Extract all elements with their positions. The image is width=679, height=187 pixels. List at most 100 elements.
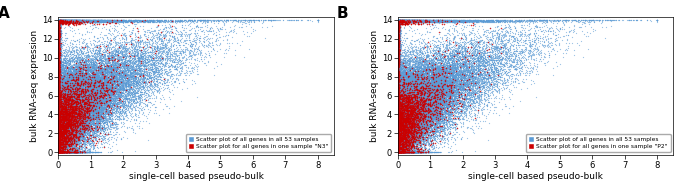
Point [79, 87, 90, 90]
Point [85, 19, 96, 22]
Point [64, 137, 75, 140]
Point [485, 65, 496, 68]
Point [424, 88, 435, 91]
Point [60, 122, 71, 125]
Point [54, 101, 65, 104]
Point [469, 53, 479, 56]
Point [393, 108, 404, 111]
Point [547, 42, 557, 45]
Point [414, 61, 425, 64]
Point [53, 140, 64, 143]
Point [392, 96, 403, 99]
Point [428, 81, 439, 84]
Point [428, 20, 439, 23]
Point [56, 82, 67, 85]
Point [70, 87, 81, 90]
Point [411, 88, 422, 91]
Point [92, 74, 103, 77]
Point [421, 104, 432, 107]
Point [141, 19, 152, 22]
Point [53, 43, 64, 46]
Point [443, 61, 454, 64]
Point [426, 108, 437, 111]
Point [469, 20, 479, 23]
Point [56, 151, 67, 154]
Point [429, 21, 440, 24]
Point [406, 108, 417, 111]
Point [544, 19, 555, 22]
Point [433, 87, 443, 90]
Point [53, 112, 64, 115]
Point [86, 19, 97, 22]
Point [88, 111, 99, 114]
Point [409, 121, 420, 124]
Point [396, 125, 407, 128]
Point [404, 151, 415, 154]
Point [54, 35, 65, 38]
Point [71, 86, 81, 89]
Point [54, 112, 65, 115]
Point [392, 20, 403, 23]
Point [401, 119, 412, 122]
Point [61, 99, 72, 102]
Point [54, 55, 65, 58]
Point [416, 134, 426, 137]
Point [398, 79, 409, 82]
Point [393, 104, 404, 107]
Point [92, 81, 103, 84]
Point [69, 76, 80, 79]
Point [498, 45, 509, 48]
Point [393, 25, 404, 28]
Point [107, 92, 118, 95]
Point [53, 98, 64, 101]
Point [446, 104, 457, 107]
Point [442, 78, 453, 81]
Point [411, 151, 422, 154]
Point [405, 83, 416, 86]
Point [53, 24, 64, 27]
Point [434, 81, 445, 84]
Point [394, 114, 405, 117]
Point [226, 20, 237, 23]
Point [70, 74, 81, 77]
Point [58, 77, 69, 80]
Point [434, 92, 445, 95]
Point [416, 95, 426, 98]
Point [392, 134, 403, 137]
Point [54, 19, 65, 22]
Point [58, 104, 69, 107]
Point [417, 99, 428, 102]
Point [397, 136, 407, 139]
Point [395, 20, 406, 23]
Point [132, 48, 143, 51]
Point [149, 83, 160, 86]
Point [392, 97, 403, 100]
Point [401, 151, 411, 154]
Point [394, 151, 405, 154]
Point [433, 65, 444, 68]
Point [75, 109, 86, 112]
Point [416, 114, 427, 117]
Point [62, 83, 73, 86]
Point [64, 19, 75, 22]
Point [65, 96, 76, 99]
Point [402, 66, 413, 69]
Point [116, 19, 127, 22]
Point [53, 87, 64, 90]
Point [392, 129, 403, 132]
Point [54, 77, 65, 80]
Point [434, 110, 445, 113]
Point [393, 62, 404, 65]
Point [54, 99, 65, 102]
Point [393, 73, 404, 76]
Point [77, 137, 88, 140]
Point [416, 144, 426, 147]
Point [57, 105, 68, 108]
Point [401, 138, 411, 141]
Point [103, 99, 114, 102]
Point [418, 102, 428, 105]
Point [393, 89, 404, 92]
Point [425, 93, 436, 96]
Point [183, 28, 194, 31]
Point [394, 19, 405, 22]
